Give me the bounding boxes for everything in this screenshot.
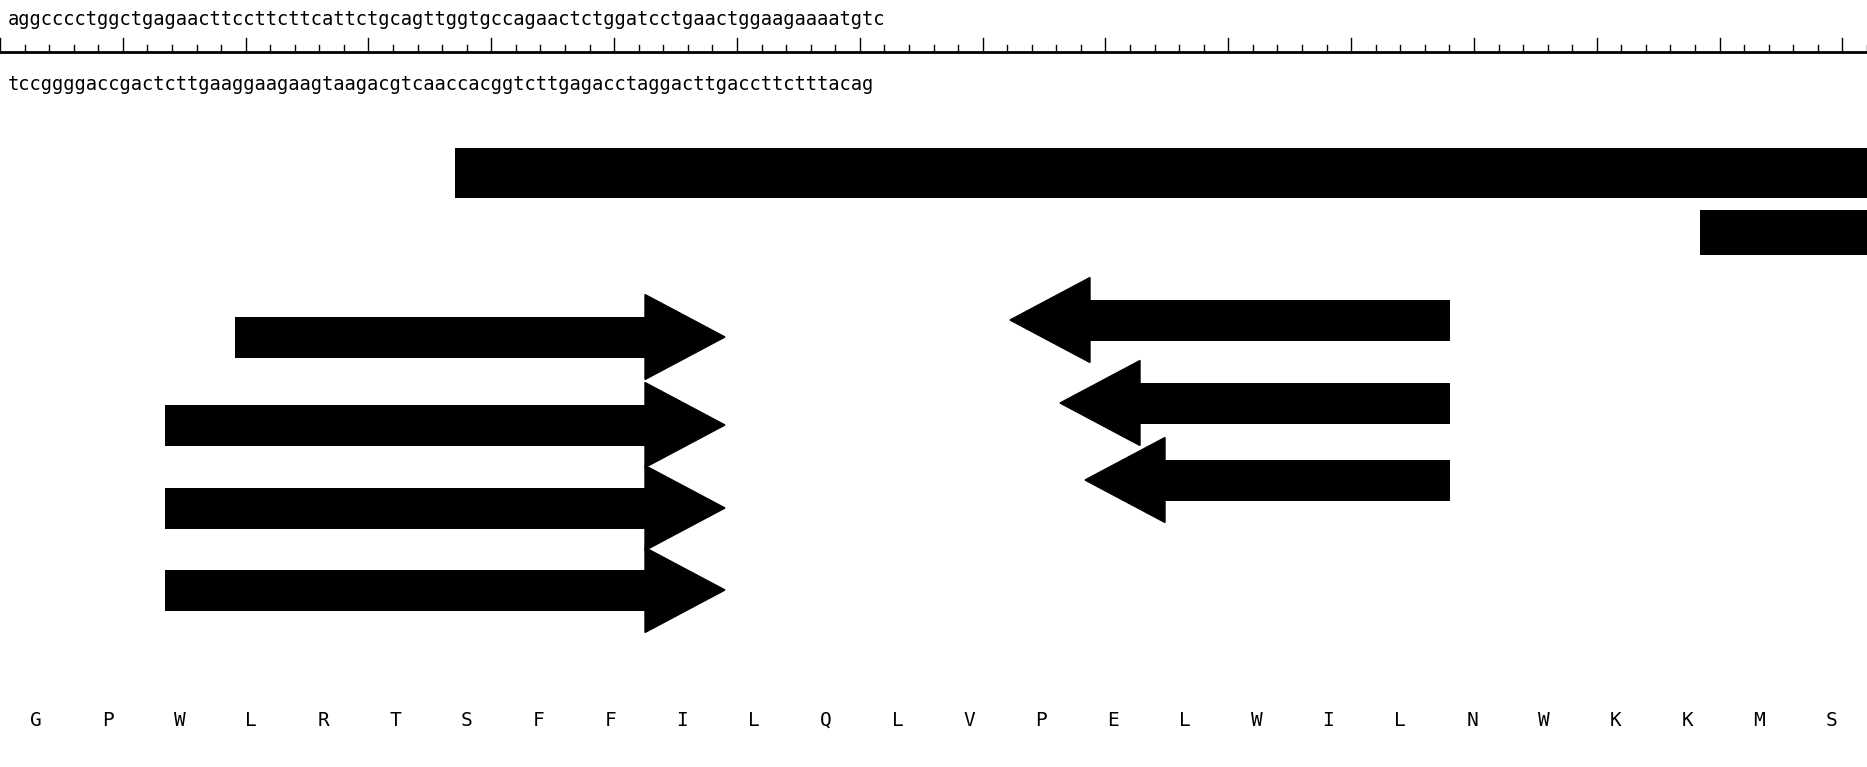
Bar: [1141, 383, 1451, 423]
Text: R: R: [317, 710, 329, 729]
Bar: [164, 488, 644, 528]
Text: P: P: [1036, 710, 1047, 729]
Text: F: F: [532, 710, 545, 729]
Text: L: L: [749, 710, 760, 729]
Text: P: P: [103, 710, 114, 729]
Bar: [164, 570, 644, 611]
Text: F: F: [605, 710, 616, 729]
Polygon shape: [644, 383, 724, 468]
Text: W: W: [1251, 710, 1262, 729]
Text: T: T: [388, 710, 401, 729]
Text: tccggggaccgactcttgaaggaagaagtaagacgtcaaccacggtcttgagacctaggacttgaccttctttacag: tccggggaccgactcttgaaggaagaagtaagacgtcaac…: [7, 75, 874, 94]
Bar: [1165, 459, 1451, 501]
Text: Q: Q: [820, 710, 831, 729]
Text: L: L: [1395, 710, 1406, 729]
Bar: [164, 404, 644, 446]
Polygon shape: [1060, 360, 1141, 446]
Text: G: G: [30, 710, 41, 729]
Text: S: S: [1826, 710, 1837, 729]
Text: M: M: [1753, 710, 1764, 729]
Text: aggcccctggctgagaacttccttcttcattctgcagttggtgccagaactctggatcctgaactggaagaaaatgtc: aggcccctggctgagaacttccttcttcattctgcagttg…: [7, 10, 885, 29]
Polygon shape: [1085, 437, 1165, 522]
Text: N: N: [1466, 710, 1479, 729]
Text: L: L: [245, 710, 258, 729]
Polygon shape: [644, 466, 724, 551]
Text: K: K: [1609, 710, 1622, 729]
Bar: [1090, 299, 1451, 341]
Text: L: L: [892, 710, 904, 729]
Text: I: I: [1322, 710, 1335, 729]
Text: E: E: [1107, 710, 1118, 729]
Bar: [456, 148, 1867, 198]
Polygon shape: [644, 548, 724, 633]
Text: V: V: [963, 710, 975, 729]
Bar: [235, 317, 644, 357]
Text: K: K: [1682, 710, 1693, 729]
Text: W: W: [1538, 710, 1550, 729]
Text: W: W: [174, 710, 185, 729]
Text: I: I: [676, 710, 689, 729]
Text: S: S: [461, 710, 472, 729]
Polygon shape: [1010, 278, 1090, 363]
Text: L: L: [1178, 710, 1191, 729]
Polygon shape: [644, 295, 724, 380]
Bar: [1701, 210, 1867, 255]
